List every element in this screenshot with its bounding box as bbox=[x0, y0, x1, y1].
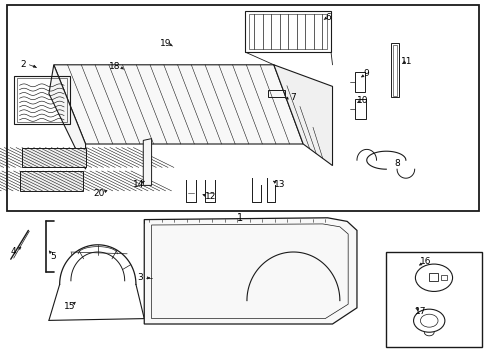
Polygon shape bbox=[144, 218, 356, 324]
Bar bbox=[245, 11, 330, 52]
Bar bbox=[267, 90, 285, 97]
Bar bbox=[14, 76, 70, 124]
Bar bbox=[249, 14, 326, 49]
Text: 19: 19 bbox=[159, 39, 171, 48]
Text: 9: 9 bbox=[363, 69, 369, 78]
Bar bbox=[22, 148, 85, 167]
Polygon shape bbox=[49, 65, 85, 169]
Text: 2: 2 bbox=[20, 60, 26, 69]
Text: 15: 15 bbox=[64, 302, 76, 311]
Bar bbox=[386, 252, 481, 347]
Text: 6: 6 bbox=[325, 13, 331, 22]
Bar bbox=[390, 43, 398, 97]
Bar bbox=[354, 72, 364, 92]
Text: 11: 11 bbox=[400, 57, 412, 66]
Text: 14: 14 bbox=[132, 180, 144, 189]
Polygon shape bbox=[143, 139, 151, 185]
Text: 20: 20 bbox=[93, 189, 104, 198]
Polygon shape bbox=[273, 65, 332, 166]
Text: 18: 18 bbox=[109, 62, 121, 71]
Text: 13: 13 bbox=[273, 180, 285, 189]
Bar bbox=[428, 274, 437, 282]
Text: 12: 12 bbox=[204, 192, 216, 201]
Polygon shape bbox=[54, 65, 303, 144]
Bar bbox=[441, 275, 447, 280]
Text: 5: 5 bbox=[50, 252, 56, 261]
Text: 3: 3 bbox=[137, 274, 143, 282]
Text: 8: 8 bbox=[393, 159, 399, 168]
Text: 4: 4 bbox=[11, 248, 17, 256]
Text: 7: 7 bbox=[290, 93, 296, 102]
Bar bbox=[17, 78, 67, 122]
Text: 16: 16 bbox=[419, 256, 430, 265]
Text: 17: 17 bbox=[414, 307, 426, 316]
Text: 10: 10 bbox=[356, 95, 368, 104]
Bar bbox=[392, 45, 396, 96]
Bar bbox=[7, 5, 478, 211]
Bar bbox=[20, 171, 83, 191]
Text: 1: 1 bbox=[236, 213, 242, 223]
Bar bbox=[354, 99, 365, 119]
